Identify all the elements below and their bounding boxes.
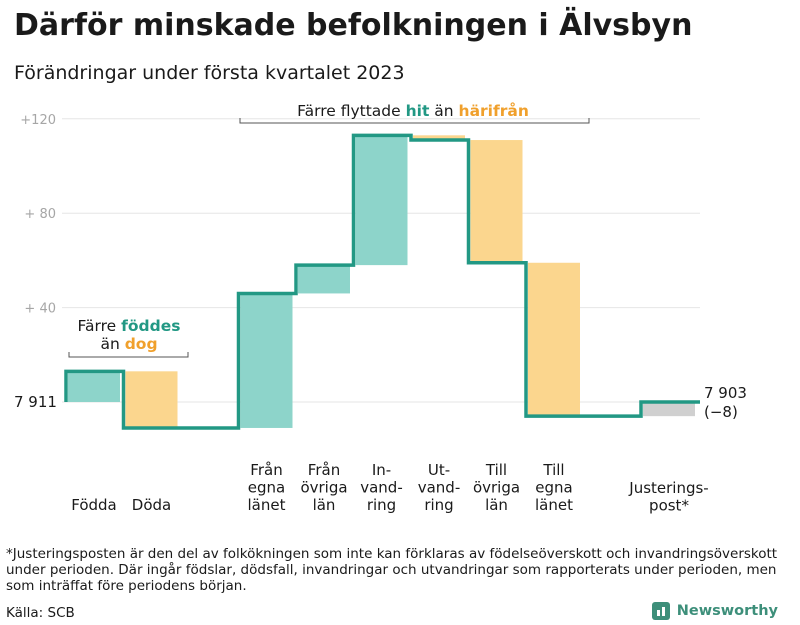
bar-decrease bbox=[528, 262, 580, 417]
bar-increase bbox=[298, 265, 350, 294]
category-label: Från övriga län bbox=[300, 461, 347, 514]
category-label: Ut-vand-ring bbox=[418, 461, 461, 514]
labels: + 40 + 80 +120 Födda Döda Från egna länet Från öv… bbox=[14, 101, 747, 515]
y-tick-label: + 40 bbox=[24, 302, 56, 317]
category-label: Till egna länet bbox=[535, 461, 573, 514]
source-note: Källa: SCB bbox=[6, 605, 75, 621]
bar-increase bbox=[68, 371, 120, 402]
bar-chart-icon bbox=[651, 602, 670, 620]
y-tick-label: + 80 bbox=[24, 207, 56, 222]
bar-decrease bbox=[413, 135, 465, 141]
annotation-bracket-migration bbox=[239, 118, 590, 124]
bar-decrease bbox=[125, 371, 178, 428]
y-tick-label: +120 bbox=[20, 113, 56, 128]
end-value-label: 7 903 bbox=[704, 384, 747, 402]
category-label: Döda bbox=[132, 496, 171, 514]
bar-decrease bbox=[470, 140, 523, 263]
annotation-migration: Färre flyttade hit än härifrån bbox=[297, 101, 529, 120]
bar-increase bbox=[355, 135, 408, 266]
footnote: *Justeringsposten är den del av folkökni… bbox=[6, 546, 778, 594]
logo-text: Newsworthy bbox=[676, 603, 778, 619]
bar-increase bbox=[240, 293, 293, 428]
chart-title: Därför minskade befolkningen i Älvsbyn bbox=[14, 8, 693, 43]
waterfall-chart: + 40 + 80 +120 Födda Döda Från egna länet Från öv… bbox=[14, 101, 747, 515]
category-label: Till övriga län bbox=[473, 461, 520, 514]
bars bbox=[68, 135, 695, 428]
annotation-births-line2: än dog bbox=[100, 335, 157, 353]
start-value-label: 7 911 bbox=[14, 393, 57, 411]
annotation-bracket-births bbox=[68, 352, 189, 358]
category-label: Från egna länet bbox=[248, 461, 286, 514]
newsworthy-logo: Newsworthy bbox=[651, 602, 778, 620]
category-label: Justerings-post* bbox=[628, 479, 708, 515]
category-label: In-vand-ring bbox=[360, 461, 403, 514]
category-label: Födda bbox=[71, 496, 117, 514]
running-total-path bbox=[64, 133, 700, 430]
annotation-births-line1: Färre föddes bbox=[78, 317, 181, 335]
bar-adjustment bbox=[643, 402, 695, 417]
chart-subtitle: Förändringar under första kvartalet 2023 bbox=[14, 62, 405, 84]
running-total-line bbox=[64, 133, 700, 430]
end-change-label: (−8) bbox=[704, 403, 738, 421]
